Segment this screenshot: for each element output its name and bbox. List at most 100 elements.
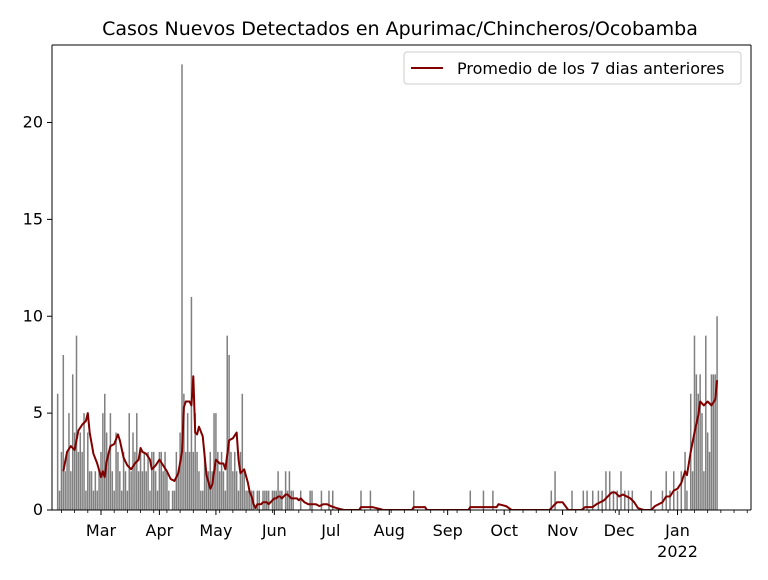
bar [309,490,311,510]
bar [275,490,277,510]
bar [247,490,249,510]
bar [162,471,164,510]
bar [77,451,80,510]
bar [492,490,494,510]
bar [211,471,213,510]
bar [122,451,125,510]
bar [703,471,705,510]
bar [66,451,68,510]
bar [107,451,110,510]
chart-title: Casos Nuevos Detectados en Apurimac/Chin… [102,18,698,40]
bar [90,471,93,510]
bar [181,64,183,510]
bar [60,451,63,510]
bar [412,490,415,510]
bar [213,413,215,510]
bar [128,413,130,510]
bar [102,413,104,510]
bar [198,471,200,510]
x-tick-label: Jun [261,521,287,540]
bar [218,471,221,510]
bar [134,451,136,510]
x-tick-label: May [199,521,232,540]
x-tick-label: Mar [86,521,117,540]
bar [111,471,114,510]
x-tick-label: Dec [604,521,635,540]
bar [591,490,594,510]
bar [168,490,170,510]
bar [608,471,611,510]
bar [179,432,181,510]
bar [331,490,334,510]
bar [183,393,185,510]
bar [71,374,74,510]
bar [92,490,95,510]
bar [175,451,178,510]
bar [94,471,97,510]
bar [288,471,291,510]
x-tick-label-line: Jul [320,521,340,540]
bar [245,490,247,510]
bar [262,490,264,510]
bar [710,374,713,510]
bar [684,451,686,510]
bar [691,471,694,510]
bar [620,471,622,510]
bar [712,374,715,510]
bar [62,355,65,510]
bar [222,471,225,510]
bar [695,374,698,510]
bar [177,471,179,510]
bar [96,490,98,510]
bar [258,490,261,510]
bar [665,471,667,510]
bar [70,471,72,510]
bar [482,490,485,510]
bar [267,490,270,510]
bar [109,413,112,510]
x-tick-label: Sep [433,521,463,540]
bar [264,490,266,510]
bar [292,490,294,510]
bar [117,451,119,510]
bar [230,451,232,510]
bar [369,490,372,510]
y-tick-label: 5 [33,403,43,422]
bar [85,490,87,510]
bar [81,451,83,510]
bar [154,471,157,510]
bar [75,335,78,510]
bar [83,413,85,510]
bar [79,432,82,510]
bar [228,355,230,510]
bar [281,490,283,510]
bar [714,374,716,510]
bar [58,490,61,510]
bar [686,490,688,510]
bar [311,490,313,510]
x-tick-label-line: Oct [490,521,518,540]
bar [194,413,196,510]
bar [147,451,149,510]
bar [699,374,701,510]
bar [226,335,228,510]
bar [220,451,223,510]
legend-box [403,51,742,85]
bar [186,413,189,510]
x-tick-label-line: Dec [604,521,635,540]
bar [115,432,117,510]
bar [234,451,236,510]
bar [188,451,191,510]
bar [650,490,652,510]
bar [87,432,89,510]
y-tick-label: 10 [23,306,43,325]
bar [137,471,140,510]
bar [239,451,242,510]
bar [705,335,707,510]
bar [105,432,108,510]
bar [120,490,123,510]
x-tick-label-line: Aug [374,521,405,540]
bar [627,490,630,510]
bar [708,451,711,510]
